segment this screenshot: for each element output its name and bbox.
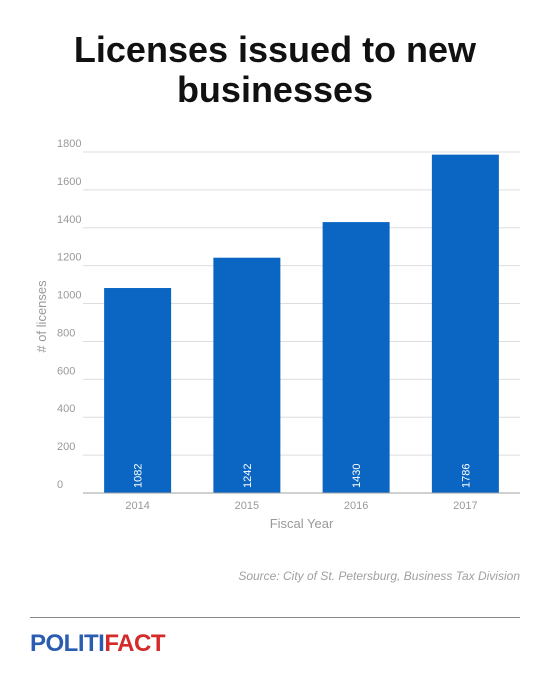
politifact-logo[interactable]: POLITIFACT (30, 630, 166, 658)
footer-divider (30, 617, 520, 618)
bar-2015 (213, 257, 281, 493)
y-tick-label-1200: 1200 (57, 252, 81, 264)
bar-chart: 0 200 400 600 800 1000 1200 1400 1600 1800 1082 201… (34, 138, 520, 531)
y-tick-label-1600: 1600 (57, 176, 81, 188)
logo-part-politi: POLITI (30, 630, 105, 657)
source-note: Source: City of St. Petersburg, Business… (238, 569, 520, 583)
x-tick-label-2016: 2016 (344, 500, 368, 512)
y-tick-label-600: 600 (57, 365, 75, 377)
y-tick-label-0: 0 (57, 479, 63, 491)
y-tick-label-400: 400 (57, 403, 75, 415)
x-axis-title: Fiscal Year (270, 516, 334, 531)
data-label-2016: 1430 (351, 464, 363, 488)
bar-2014 (104, 288, 172, 493)
y-tick-label-800: 800 (57, 327, 75, 339)
bar-2017 (431, 154, 499, 493)
x-tick-label-2014: 2014 (125, 500, 149, 512)
y-tick-label-1000: 1000 (57, 290, 81, 302)
y-tick-label-1400: 1400 (57, 214, 81, 226)
y-axis-title: # of licenses (34, 280, 49, 353)
data-label-2017: 1786 (460, 464, 472, 488)
data-label-2015: 1242 (242, 464, 254, 488)
bar-2016 (322, 222, 390, 493)
y-tick-label-200: 200 (57, 441, 75, 453)
data-label-2014: 1082 (133, 464, 145, 488)
logo-part-fact: FACT (104, 630, 166, 657)
y-tick-label-1800: 1800 (57, 138, 81, 150)
chart-title: Licenses issued to new businesses (73, 29, 477, 110)
x-tick-label-2017: 2017 (453, 500, 477, 512)
x-tick-label-2015: 2015 (235, 500, 259, 512)
